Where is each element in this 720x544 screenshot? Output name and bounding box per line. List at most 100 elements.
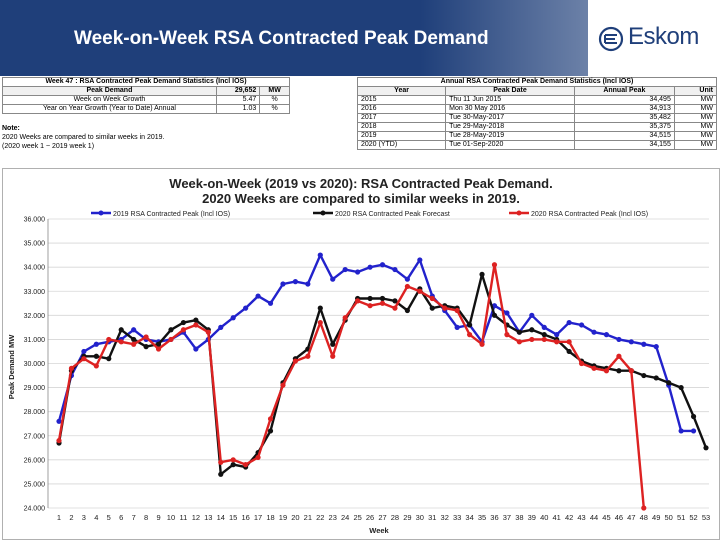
chart-legend: 2019 RSA Contracted Peak (Incl IOS) 2020… — [91, 210, 648, 218]
x-tick-label: 45 — [602, 513, 610, 522]
notes-line: (2020 week 1 ~ 2019 week 1) — [2, 143, 95, 150]
data-point — [641, 372, 647, 379]
weekly-row-value: 5.47 — [215, 95, 261, 105]
data-point — [554, 339, 560, 345]
data-point — [479, 271, 485, 277]
data-point — [578, 360, 585, 367]
table-row: 2020 (YTD) Tue 01-Sep-2020 34,155 MW — [356, 140, 718, 150]
x-tick-label: 35 — [478, 513, 486, 522]
x-tick-label: 19 — [279, 513, 287, 522]
data-point — [355, 298, 361, 304]
data-point — [566, 348, 572, 355]
data-point — [168, 327, 174, 333]
data-point — [379, 300, 386, 306]
data-point — [454, 307, 460, 314]
x-tick-label: 16 — [241, 513, 249, 522]
chart-subtitle: 2020 Weeks are compared to similar weeks… — [202, 191, 520, 206]
x-tick-label: 46 — [615, 513, 623, 522]
data-point — [267, 300, 274, 306]
series-line — [57, 263, 645, 509]
data-point — [392, 298, 398, 304]
banner-gradient — [420, 0, 590, 76]
annual-unit: MW — [673, 95, 718, 105]
x-tick-label: 33 — [453, 513, 461, 522]
data-point — [317, 319, 323, 326]
x-tick-label: 8 — [144, 513, 148, 522]
x-tick-label: 21 — [304, 513, 312, 522]
y-tick-label: 31.000 — [24, 337, 46, 344]
data-point — [330, 353, 336, 359]
data-point — [466, 332, 473, 338]
x-tick-label: 5 — [107, 513, 111, 522]
legend-label-2019: 2019 RSA Contracted Peak (Incl IOS) — [113, 211, 230, 218]
data-point — [554, 332, 560, 338]
data-point — [155, 341, 162, 347]
x-tick-label: 7 — [132, 513, 136, 522]
data-point — [690, 428, 697, 434]
data-point — [703, 445, 709, 451]
weekly-row-unit: % — [259, 95, 290, 105]
x-tick-label: 51 — [677, 513, 685, 522]
data-point — [379, 262, 386, 268]
data-point — [566, 319, 572, 326]
x-tick-label: 4 — [94, 513, 98, 522]
x-tick-label: 40 — [540, 513, 548, 522]
x-tick-label: 37 — [503, 513, 511, 522]
y-tick-label: 26.000 — [24, 457, 46, 464]
data-point — [56, 418, 62, 424]
data-point — [230, 457, 236, 463]
table-row: 2017 Tue 30-May-2017 35,482 MW — [356, 113, 718, 123]
annual-date: Mon 30 May 2016 — [445, 104, 575, 114]
x-tick-label: 22 — [316, 513, 324, 522]
data-point — [653, 375, 659, 381]
data-point — [603, 368, 610, 374]
legend-marker-forecast — [320, 210, 326, 216]
data-point — [442, 305, 448, 311]
page-title: Week-on-Week RSA Contracted Peak Demand — [74, 28, 489, 49]
y-tick-label: 29.000 — [24, 385, 46, 392]
data-point — [317, 252, 323, 258]
data-point — [342, 266, 348, 273]
table-row: 2016 Mon 30 May 2016 34,913 MW — [356, 104, 718, 114]
annual-year: 2015 — [356, 95, 447, 105]
data-point — [131, 341, 137, 347]
data-point — [392, 305, 398, 311]
annual-unit: MW — [673, 122, 718, 132]
annual-date: Tue 30-May-2017 — [445, 113, 575, 123]
data-point — [68, 365, 75, 371]
data-point — [504, 310, 510, 316]
data-point — [641, 341, 647, 347]
data-point — [118, 327, 124, 333]
notes: Note: 2020 Weeks are compared to similar… — [2, 124, 165, 151]
annual-stats-title: Annual RSA Contracted Peak Demand Statis… — [357, 77, 717, 87]
annual-header: Unit — [673, 86, 718, 96]
brand-logo: Eskom — [588, 0, 720, 76]
header-banner: Week-on-Week RSA Contracted Peak Demand … — [0, 0, 720, 76]
y-tick-label: 34.000 — [24, 265, 46, 272]
x-axis-label: Week — [369, 526, 389, 535]
x-tick-label: 39 — [528, 513, 536, 522]
y-tick-label: 33.000 — [24, 289, 46, 296]
x-tick-label: 14 — [217, 513, 225, 522]
notes-label: Note: — [2, 125, 20, 132]
data-point — [106, 336, 112, 343]
data-point — [417, 288, 423, 294]
data-point — [404, 276, 410, 282]
annual-date: Thu 11 Jun 2015 — [445, 95, 575, 105]
table-row: 2015 Thu 11 Jun 2015 34,495 MW — [356, 95, 718, 105]
chart-title: Week-on-Week (2019 vs 2020): RSA Contrac… — [169, 176, 552, 191]
x-tick-label: 43 — [577, 513, 585, 522]
data-point — [541, 332, 547, 338]
annual-peak: 34,515 — [573, 131, 675, 141]
annual-date: Tue 29-May-2018 — [445, 122, 575, 132]
x-tick-label: 44 — [590, 513, 598, 522]
data-point — [155, 346, 162, 352]
notes-line: 2020 Weeks are compared to similar weeks… — [2, 134, 165, 141]
data-point — [367, 264, 373, 270]
x-tick-label: 30 — [416, 513, 424, 522]
data-point — [243, 462, 249, 468]
data-point — [529, 312, 535, 318]
x-tick-label: 6 — [119, 513, 123, 522]
data-point — [205, 329, 211, 335]
data-point — [367, 295, 373, 302]
